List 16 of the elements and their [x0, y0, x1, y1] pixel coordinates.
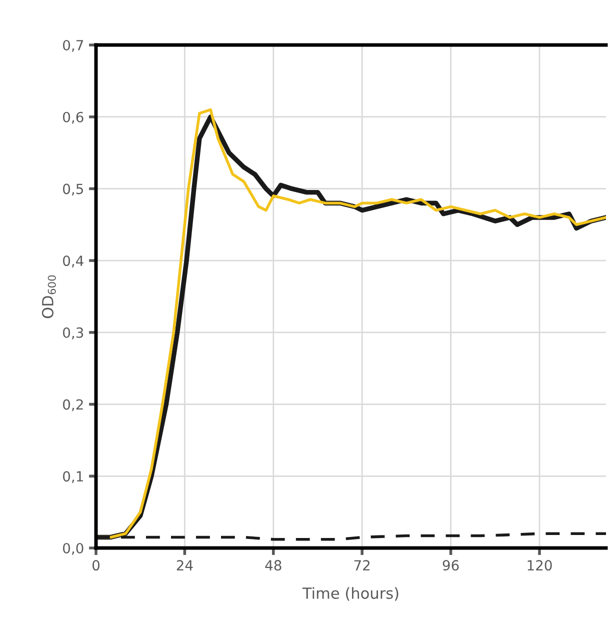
y-tick-label: 0,1 [63, 471, 83, 484]
x-tick-label: 24 [176, 560, 193, 570]
x-tick-label: 0 [92, 560, 100, 571]
x-tick-label: 72 [354, 560, 370, 570]
y-tick-label: 0,2 [63, 399, 83, 412]
x-tick-label: 48 [265, 560, 282, 571]
x-axis-title: Time (hours) [302, 587, 398, 601]
y-tick-label: 0,3 [63, 327, 84, 340]
y-axis-title: OD$_{600}$ [42, 275, 56, 318]
y-tick-label: 0,5 [63, 184, 83, 196]
y-tick-label: 0,7 [63, 40, 84, 52]
x-tick-label: 96 [442, 560, 459, 571]
y-tick-label: 0,0 [63, 542, 84, 555]
x-tick-label: 120 [528, 560, 552, 571]
y-tick-label: 0,6 [63, 112, 84, 124]
y-tick-label: 0,4 [63, 256, 84, 268]
